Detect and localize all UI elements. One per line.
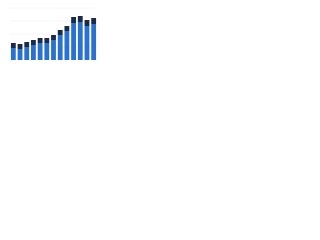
bar-segment bbox=[84, 26, 90, 60]
bar-segment bbox=[31, 45, 36, 60]
bar-segment bbox=[57, 30, 63, 35]
chart bbox=[10, 7, 97, 60]
bar-segment bbox=[84, 20, 90, 26]
bar-segment bbox=[44, 38, 50, 43]
bar-segment bbox=[91, 18, 97, 24]
bar-segment bbox=[77, 22, 83, 60]
bar-segment bbox=[17, 44, 23, 49]
bar-segment bbox=[24, 47, 30, 60]
bar-segment bbox=[91, 24, 97, 60]
bar-segment bbox=[17, 49, 23, 60]
bar-segment bbox=[77, 16, 83, 22]
bar-segment bbox=[51, 40, 56, 60]
bar-segment bbox=[51, 35, 56, 40]
bar-segment bbox=[71, 17, 76, 23]
bar-segment bbox=[57, 35, 63, 60]
bar-segment bbox=[64, 31, 70, 60]
bar-segment bbox=[31, 40, 36, 45]
bar-segment bbox=[10, 43, 16, 48]
page: (() => { const data = JSON.parse(documen… bbox=[0, 0, 320, 71]
bar-segment bbox=[64, 26, 70, 31]
bar-segment bbox=[10, 48, 16, 60]
bar-segment bbox=[37, 38, 43, 43]
bar-segment bbox=[44, 43, 50, 60]
bar-segment bbox=[71, 23, 76, 60]
bar-segment bbox=[37, 43, 43, 60]
bar-segment bbox=[24, 42, 30, 47]
